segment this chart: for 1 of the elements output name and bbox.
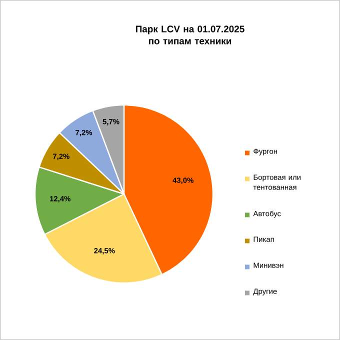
chart-title: Парк LCV на 01.07.2025 по типам техники <box>136 26 244 44</box>
